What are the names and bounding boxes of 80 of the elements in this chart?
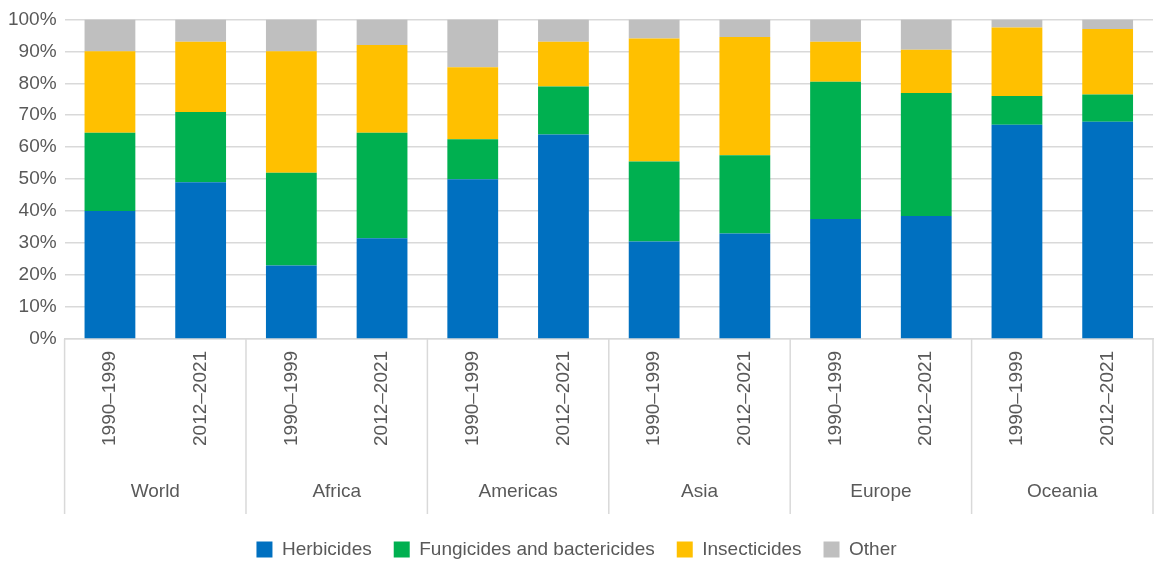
legend-label: Herbicides xyxy=(281,537,372,559)
bar xyxy=(175,182,227,339)
bar xyxy=(628,241,680,339)
bar xyxy=(265,172,317,266)
bar xyxy=(810,41,861,82)
bar xyxy=(265,51,317,173)
x-tick-label: 2012–2021 xyxy=(1095,350,1117,447)
text: Europe xyxy=(850,480,912,502)
y-tick-label: 30% xyxy=(18,231,57,253)
bar xyxy=(265,265,317,339)
y-tick-label: 10% xyxy=(18,295,57,317)
bar xyxy=(84,19,136,52)
x-tick-label: 1990–1999 xyxy=(98,350,120,447)
bar xyxy=(900,92,952,216)
bar xyxy=(175,112,227,183)
x-tick-label: 2012–2021 xyxy=(188,350,210,447)
bar xyxy=(84,51,136,133)
bar xyxy=(991,27,1043,97)
text: Asia xyxy=(681,480,719,502)
y-tick-label: 20% xyxy=(18,263,57,285)
y-tick-label: 80% xyxy=(18,71,57,93)
bar xyxy=(719,233,771,339)
bar xyxy=(810,219,861,339)
bar xyxy=(538,41,589,87)
bar xyxy=(719,36,771,156)
y-tick-label: 0% xyxy=(29,327,57,349)
x-tick-label: 1990–1999 xyxy=(1005,350,1027,447)
bar xyxy=(628,38,680,162)
y-tick-label: 60% xyxy=(18,135,57,157)
bar xyxy=(356,132,408,239)
bar xyxy=(447,139,499,180)
bar xyxy=(356,44,408,133)
x-tick-label: 1990–1999 xyxy=(642,350,664,447)
y-tick-label: 70% xyxy=(18,103,57,125)
text: Africa xyxy=(312,480,362,502)
text: Oceania xyxy=(1026,480,1099,502)
bar xyxy=(1082,94,1134,122)
bar xyxy=(1082,121,1134,339)
legend-label: Insecticides xyxy=(702,537,802,559)
bar xyxy=(991,96,1043,125)
bar xyxy=(628,161,680,242)
y-tick-label: 100% xyxy=(7,7,57,29)
bar xyxy=(447,67,499,140)
y-tick-label: 40% xyxy=(18,199,57,221)
y-tick-label: 50% xyxy=(18,167,57,189)
x-tick-label: 2012–2021 xyxy=(551,350,573,447)
bar xyxy=(1082,28,1134,95)
bar xyxy=(265,19,317,52)
bar xyxy=(900,19,952,50)
y-tick-label: 90% xyxy=(18,39,57,61)
bar xyxy=(628,19,680,39)
bar xyxy=(991,124,1043,339)
bar xyxy=(356,238,408,339)
text: Americas xyxy=(478,480,558,502)
legend-label: Other xyxy=(849,537,898,559)
legend-label: Fungicides and bactericides xyxy=(419,537,655,559)
bar xyxy=(84,132,136,212)
bar xyxy=(900,215,952,339)
bar xyxy=(810,19,861,42)
x-tick-label: 1990–1999 xyxy=(823,350,845,447)
bar xyxy=(538,134,589,339)
bar xyxy=(719,155,771,234)
bar xyxy=(810,81,861,220)
x-tick-label: 2012–2021 xyxy=(733,350,755,447)
bar xyxy=(447,179,499,339)
bar xyxy=(175,19,227,42)
bar xyxy=(538,19,589,42)
bar xyxy=(175,41,227,113)
text: World xyxy=(130,480,180,502)
x-tick-label: 1990–1999 xyxy=(460,350,482,447)
bar xyxy=(447,19,499,68)
bar xyxy=(900,49,952,93)
x-tick-label: 1990–1999 xyxy=(279,350,301,447)
x-tick-label: 2012–2021 xyxy=(370,350,392,447)
bar xyxy=(719,19,771,37)
bar xyxy=(84,211,136,339)
bar xyxy=(356,19,408,45)
bar xyxy=(1082,19,1134,29)
x-tick-label: 2012–2021 xyxy=(914,350,936,447)
bar xyxy=(538,86,589,135)
